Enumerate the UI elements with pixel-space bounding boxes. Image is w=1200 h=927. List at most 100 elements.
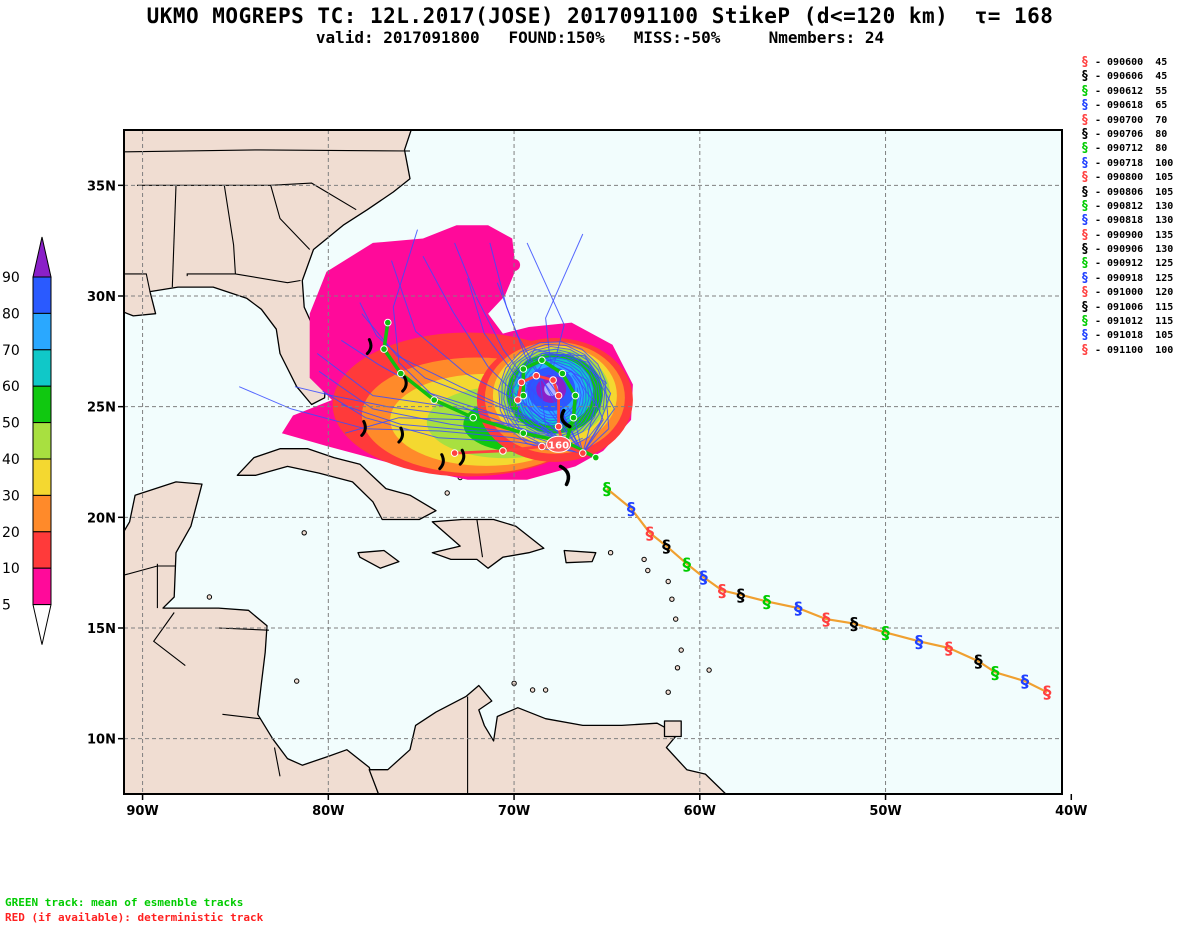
legend-row: § - 091012 115	[1075, 314, 1200, 330]
chart-title: UKMO MOGREPS TC: 12L.2017(JOSE) 20170911…	[146, 4, 1054, 28]
small-island	[674, 665, 681, 671]
colorbar-label: 5	[2, 598, 11, 614]
member-swirl-icon	[365, 338, 373, 356]
member-swirl-icon	[438, 453, 445, 471]
lon-tick-label: 50W	[869, 804, 901, 819]
member-swirl-icon	[458, 448, 466, 466]
legend-row: § - 091100 100	[1075, 342, 1200, 358]
legend-row: § - 090800 105	[1075, 170, 1200, 185]
small-island	[607, 550, 614, 556]
hurricane-symbol-icon: §	[822, 610, 831, 630]
deterministic-track-point	[554, 391, 563, 400]
mean-track-point	[519, 429, 528, 438]
storm-position-swirl-icon	[558, 464, 571, 487]
legend-row: § - 090912 125	[1075, 256, 1200, 272]
legend-row: § - 090718 100	[1075, 156, 1200, 171]
hurricane-symbol-icon: §	[699, 568, 708, 588]
hurricane-symbol-icon: §	[627, 500, 636, 520]
ensemble-member-track	[467, 278, 584, 454]
hurricane-symbol-icon: §	[1021, 672, 1030, 692]
deterministic-track-point	[538, 442, 546, 451]
small-island	[294, 678, 300, 684]
deterministic-track-point	[514, 396, 522, 404]
ensemble-loop-track	[503, 345, 604, 445]
hurricane-symbol-icon: §	[645, 524, 654, 544]
ensemble-member-track	[454, 242, 584, 454]
legend-row: § - 090812 130	[1075, 199, 1200, 214]
member-swirl-icon	[397, 426, 404, 444]
colorbar-label: 40	[2, 452, 20, 468]
mean-track-point	[571, 391, 580, 400]
colorbar-label: 20	[2, 525, 20, 541]
member-swirl-icon	[401, 375, 408, 393]
hurricane-symbol-icon: §	[991, 663, 1000, 683]
lat-tick-label: 20N	[87, 511, 116, 526]
colorbar-label: 30	[2, 488, 20, 504]
legend-label: - 090600 45	[1095, 57, 1168, 68]
deterministic-track-point	[549, 376, 557, 384]
small-island	[301, 530, 307, 536]
legend-label: - 090918 125	[1095, 272, 1174, 284]
mean-track-point	[519, 365, 528, 373]
political-border	[223, 185, 236, 274]
legend-row: § - 091018 105	[1075, 328, 1200, 344]
mean-track-point	[384, 318, 392, 327]
colorbar-label: 60	[2, 379, 20, 395]
legend-row: § - 090612 55	[1075, 83, 1200, 99]
legend-label: - 091018 105	[1095, 330, 1174, 342]
political-border	[152, 612, 186, 667]
hurricane-symbol-icon: §	[1081, 126, 1089, 142]
legend-label: - 090618 65	[1095, 100, 1168, 112]
small-island	[678, 647, 684, 653]
hurricane-symbol-icon: §	[1081, 270, 1089, 286]
deterministic-track-point	[499, 447, 507, 455]
small-island	[206, 594, 213, 600]
deterministic-track-point	[517, 378, 526, 387]
legend-row: § - 090606 45	[1075, 69, 1200, 85]
legend-row: § - 090618 65	[1075, 98, 1200, 113]
legend-label: - 090900 135	[1095, 229, 1174, 241]
chart-subtitle: valid: 2017091800 FOUND:150% MISS:-50% N…	[315, 28, 885, 47]
map-frame	[123, 129, 1063, 795]
hurricane-symbol-icon: §	[1081, 299, 1089, 315]
colorbar-bottom-triangle	[32, 604, 52, 645]
hurricane-symbol-icon: §	[1081, 242, 1089, 258]
hurricane-symbol-icon: §	[1081, 83, 1089, 99]
small-island	[645, 567, 651, 574]
deterministic-track-point	[532, 371, 541, 380]
lon-tick-label: 80W	[312, 804, 344, 819]
political-border	[270, 185, 311, 250]
legend-row: § - 091000 120	[1075, 285, 1200, 300]
small-island	[665, 578, 671, 585]
hurricane-symbol-icon: §	[1081, 69, 1089, 85]
legend-label: - 090606 45	[1095, 71, 1168, 83]
lat-tick-label: 35N	[87, 179, 116, 194]
legend-label: - 091012 115	[1095, 316, 1174, 328]
deterministic-track-point	[579, 449, 587, 457]
small-island	[529, 687, 536, 693]
map-gridlines	[124, 130, 1062, 794]
legend-label: - 090700 70	[1095, 114, 1168, 126]
hurricane-symbol-icon: §	[1081, 342, 1089, 358]
political-border	[186, 273, 301, 284]
hurricane-symbol-icon: §	[1081, 314, 1089, 330]
observed-track-line	[606, 487, 1048, 694]
hurricane-symbol-icon: §	[1081, 328, 1089, 344]
footnote-deterministic-track: RED (if available): deterministic track	[5, 911, 264, 924]
lon-tick-label: 70W	[498, 804, 530, 819]
hurricane-symbol-icon: §	[1081, 256, 1089, 272]
hurricane-symbol-icon: §	[718, 581, 727, 601]
legend-label: - 090800 105	[1095, 172, 1174, 184]
legend-row: § - 090906 130	[1075, 242, 1200, 258]
small-island	[641, 556, 647, 563]
legend-row: § - 090706 80	[1075, 126, 1200, 142]
ensemble-loop-track	[505, 348, 601, 441]
legend-label: - 090906 130	[1095, 244, 1174, 256]
lat-tick-label: 30N	[87, 290, 116, 305]
legend-row: § - 090600 45	[1075, 55, 1200, 70]
political-border	[124, 565, 176, 576]
hispaniola	[431, 518, 545, 569]
small-island	[706, 667, 712, 673]
hurricane-symbol-icon: §	[1043, 683, 1052, 703]
